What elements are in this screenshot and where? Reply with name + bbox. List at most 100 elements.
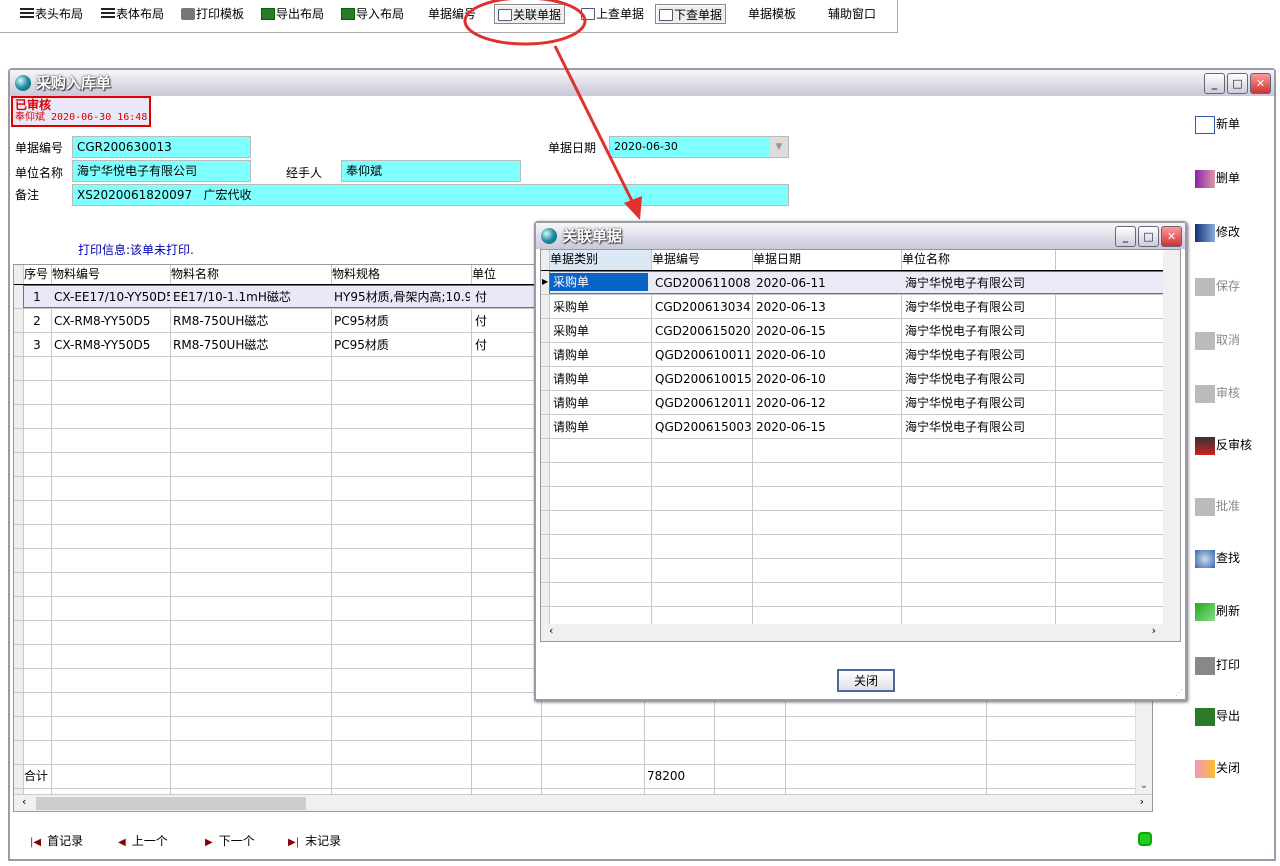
table-row[interactable]: 请购单 QGD200610015 2020-06-10 海宁华悦电子有限公司 — [541, 367, 1164, 391]
table-row[interactable]: 请购单 QGD200610011 2020-06-10 海宁华悦电子有限公司 — [541, 343, 1164, 367]
scroll-right-icon[interactable]: › — [1139, 795, 1144, 808]
toolbar-button-4[interactable]: 导入布局 — [338, 4, 407, 24]
last-record-button[interactable]: ▶| 末记录 — [288, 832, 341, 849]
toolbar-button-5[interactable]: 单据编号 — [425, 4, 479, 24]
row-divider — [14, 788, 1152, 789]
related-docs-dialog: 关联单据 _ □ ✕ 单据类别 单据编号 单据日期 单位名称 ▶ 采购单 CGD200611… — [534, 221, 1187, 701]
row-divider — [14, 716, 1152, 717]
date-picker[interactable]: 2020-06-30 ▼ — [609, 136, 789, 158]
table-row[interactable]: 请购单 QGD200612011 2020-06-12 海宁华悦电子有限公司 — [541, 391, 1164, 415]
table-cell: CX-RM8-YY50D5 — [54, 314, 151, 328]
table-cell: CX-RM8-YY50D5 — [54, 338, 151, 352]
app-globe-icon — [15, 75, 31, 91]
print-info: 打印信息:该单未打印. — [78, 243, 194, 257]
next-record-button[interactable]: ▶ 下一个 — [205, 832, 255, 849]
table-row[interactable]: 1 CX-EE17/10-YY50D5 EE17/10-1.1mH磁芯 HY95材质,… — [14, 285, 1136, 309]
table-cell: RM8-750UH磁芯 — [173, 338, 269, 352]
table-row[interactable]: 2 CX-RM8-YY50D5 RM8-750UH磁芯 PC95材质 付 — [14, 309, 1136, 333]
nav-label: 上一个 — [131, 834, 168, 848]
window-title-bar: 采购入库单 _ □ ✕ — [10, 70, 1274, 96]
delete-hand-icon — [1195, 169, 1215, 188]
side-button-3[interactable]: 保存 — [1195, 274, 1240, 298]
prev-record-button[interactable]: ◀ 上一个 — [118, 832, 168, 849]
table-cell: CGD200611008 — [655, 276, 751, 290]
side-button-6[interactable]: 反审核 — [1195, 433, 1252, 457]
table-cell: PC95材质 — [334, 338, 389, 352]
side-button-7[interactable]: 批准 — [1195, 494, 1240, 518]
date-label: 单据日期 — [548, 141, 597, 155]
table-row[interactable]: 采购单 CGD200615020 2020-06-15 海宁华悦电子有限公司 — [541, 319, 1164, 343]
close-window-button[interactable]: ✕ — [1250, 73, 1271, 94]
chevron-down-icon[interactable]: ▼ — [770, 137, 788, 157]
toolbar-button-6[interactable]: 关联单据 — [494, 4, 566, 24]
edit-icon — [1195, 223, 1215, 242]
toolbar-button-9[interactable]: 单据模板 — [745, 4, 799, 24]
horizontal-scrollbar[interactable]: ‹ › — [541, 624, 1180, 641]
scroll-left-icon[interactable]: ‹ — [549, 624, 554, 637]
status-indicator-icon — [1138, 832, 1152, 846]
side-button-8[interactable]: 查找 — [1195, 546, 1240, 570]
toolbar-label: 表头布局 — [35, 7, 84, 21]
toolbar-label: 表体布局 — [116, 7, 165, 21]
table-cell: 2020-06-12 — [756, 396, 826, 410]
close-button[interactable]: 关闭 — [837, 669, 895, 692]
column-header: 序号 — [24, 267, 49, 281]
column-divider — [1055, 250, 1056, 624]
side-button-1[interactable]: 删单 — [1195, 166, 1240, 190]
row-divider — [541, 294, 1180, 295]
side-button-label: 取消 — [1216, 333, 1241, 347]
row-divider — [541, 366, 1180, 367]
scroll-left-icon[interactable]: ‹ — [22, 795, 27, 808]
table-cell: 请购单 — [553, 396, 590, 410]
row-divider — [14, 764, 1152, 765]
row-divider — [541, 342, 1180, 343]
scrollbar-thumb[interactable] — [36, 797, 306, 810]
side-button-9[interactable]: 刷新 — [1195, 599, 1240, 623]
side-button-12[interactable]: 关闭 — [1195, 756, 1240, 780]
side-button-5[interactable]: 审核 — [1195, 381, 1240, 405]
toolbar-button-3[interactable]: 导出布局 — [258, 4, 327, 24]
toolbar-button-0[interactable]: 表头布局 — [17, 4, 86, 24]
side-button-0[interactable]: 新单 — [1195, 112, 1240, 136]
scroll-right-icon[interactable]: › — [1151, 624, 1156, 637]
maximize-button[interactable]: □ — [1227, 73, 1248, 94]
side-button-11[interactable]: 导出 — [1195, 704, 1240, 728]
side-button-label: 删单 — [1216, 171, 1241, 185]
toolbar-button-1[interactable]: 表体布局 — [98, 4, 167, 24]
column-header: 单位名称 — [902, 252, 951, 266]
minimize-button[interactable]: _ — [1204, 73, 1225, 94]
cancel-icon — [1195, 331, 1215, 350]
side-button-2[interactable]: 修改 — [1195, 220, 1240, 244]
toolbar-button-10[interactable]: 辅助窗口 — [825, 4, 879, 24]
table-row[interactable]: 3 CX-RM8-YY50D5 RM8-750UH磁芯 PC95材质 付 — [14, 333, 1136, 357]
row-divider — [541, 438, 1180, 439]
toolbar-button-2[interactable]: 打印模板 — [178, 4, 247, 24]
resize-grip[interactable]: ⋰ — [1175, 688, 1183, 697]
related-docs-grid[interactable]: 单据类别 单据编号 单据日期 单位名称 ▶ 采购单 CGD200611008 2020-06-… — [540, 249, 1181, 642]
company-field[interactable]: 海宁华悦电子有限公司 — [72, 160, 251, 182]
table-cell: QGD200610015 — [655, 372, 752, 386]
toolbar-label: 上查单据 — [596, 7, 645, 21]
dialog-minimize-button[interactable]: _ — [1115, 226, 1136, 247]
scroll-down-icon[interactable]: ⌄ — [1139, 780, 1148, 791]
dialog-maximize-button[interactable]: □ — [1138, 226, 1159, 247]
dialog-title: 关联单据 — [562, 227, 623, 245]
doc-no-field[interactable]: CGR200630013 — [72, 136, 251, 158]
handler-field[interactable]: 奉仰斌 — [341, 160, 521, 182]
total-label: 合计 — [24, 769, 49, 783]
table-row[interactable]: 采购单 CGD200611008 2020-06-11 海宁华悦电子有限公司 — [541, 271, 1164, 295]
dialog-close-icon[interactable]: ✕ — [1161, 226, 1182, 247]
remark-field[interactable]: XS2020061820097 广宏代收 — [72, 184, 789, 206]
horizontal-scrollbar[interactable]: ‹ › — [14, 794, 1152, 811]
table-cell: CX-EE17/10-YY50D5 — [54, 290, 170, 304]
vertical-scrollbar[interactable] — [1163, 250, 1180, 624]
toolbar: 表头布局 表体布局 打印模板 导出布局 导入布局 单据编号 关联单据 上查单据 下查单据 单据模板… — [0, 0, 898, 33]
table-row[interactable]: 采购单 CGD200613034 2020-06-13 海宁华悦电子有限公司 — [541, 295, 1164, 319]
toolbar-button-8[interactable]: 下查单据 — [655, 4, 727, 24]
side-button-10[interactable]: 打印 — [1195, 653, 1240, 677]
table-cell: HY95材质,骨架内高;10.9M — [334, 290, 470, 304]
table-row[interactable]: 请购单 QGD200615003 2020-06-15 海宁华悦电子有限公司 — [541, 415, 1164, 439]
table-cell: 海宁华悦电子有限公司 — [905, 276, 1026, 290]
side-button-4[interactable]: 取消 — [1195, 328, 1240, 352]
first-record-button[interactable]: |◀ 首记录 — [30, 832, 83, 849]
